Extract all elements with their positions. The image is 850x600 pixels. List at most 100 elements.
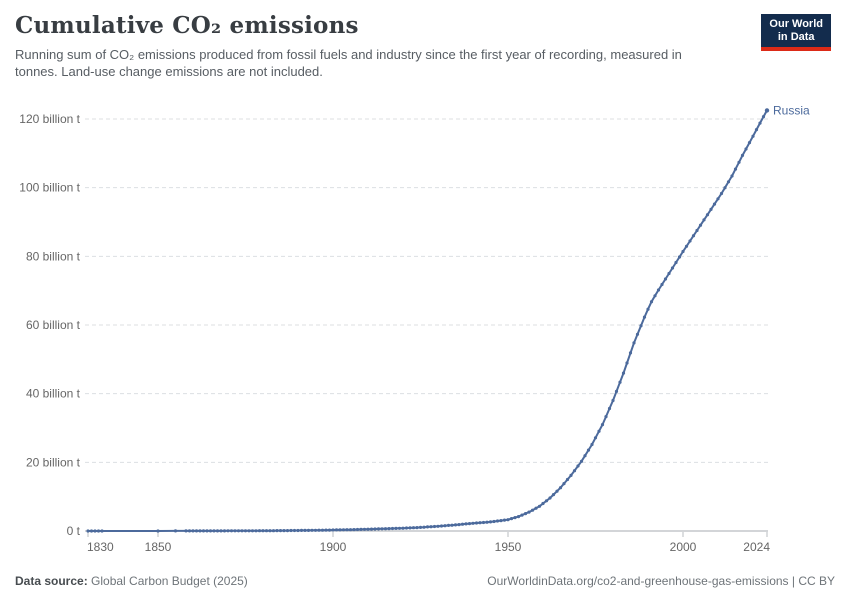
data-point[interactable] [408,526,412,530]
data-point[interactable] [513,516,517,520]
data-point[interactable] [709,207,713,211]
data-point[interactable] [243,529,248,533]
data-point[interactable] [366,527,370,531]
data-point[interactable] [562,482,566,486]
data-point[interactable] [387,527,391,531]
data-point[interactable] [219,529,223,533]
data-point[interactable] [516,515,521,519]
data-point[interactable] [359,527,363,532]
data-point[interactable] [754,128,759,132]
data-point[interactable] [523,511,528,516]
data-point[interactable] [334,528,339,532]
data-point[interactable] [593,436,598,440]
data-point[interactable] [453,523,458,527]
data-point[interactable] [726,180,731,184]
data-point[interactable] [268,529,272,533]
data-point[interactable] [345,528,349,532]
data-point[interactable] [670,266,675,270]
data-point[interactable] [324,528,328,532]
data-point[interactable] [296,528,300,533]
data-point[interactable] [271,529,276,533]
data-point[interactable] [642,315,647,319]
data-point[interactable] [534,506,538,510]
data-point[interactable] [191,529,195,533]
data-point[interactable] [691,234,696,238]
data-point[interactable] [541,501,545,506]
owid-logo[interactable]: Our World in Data [761,14,831,51]
data-point[interactable] [264,529,269,533]
data-point[interactable] [222,529,227,533]
data-point[interactable] [744,147,748,151]
data-point[interactable] [705,213,710,217]
data-point[interactable] [446,523,451,528]
data-point[interactable] [390,526,395,531]
data-point[interactable] [198,529,202,533]
data-point[interactable] [467,522,472,526]
data-point[interactable] [764,108,770,113]
data-point[interactable] [285,529,290,533]
data-point[interactable] [628,351,633,355]
data-point[interactable] [460,522,465,526]
data-point[interactable] [278,529,283,533]
data-point[interactable] [194,529,199,533]
data-point[interactable] [205,529,209,533]
data-point[interactable] [401,526,405,530]
data-point[interactable] [698,223,703,227]
data-point[interactable] [681,249,685,254]
data-point[interactable] [632,341,636,345]
data-point[interactable] [320,528,325,532]
data-point[interactable] [229,529,234,533]
data-point[interactable] [586,448,591,452]
data-point[interactable] [611,398,615,403]
data-point[interactable] [656,288,661,292]
data-point[interactable] [537,504,542,508]
data-point[interactable] [684,244,689,248]
data-point[interactable] [747,141,752,145]
series-group[interactable]: Russia [86,103,810,533]
data-point[interactable] [660,282,664,287]
data-point[interactable] [100,529,104,533]
data-point[interactable] [212,529,216,533]
data-point[interactable] [481,520,486,525]
data-point[interactable] [733,167,738,171]
data-point[interactable] [306,528,311,533]
data-point[interactable] [348,528,353,532]
data-point[interactable] [471,521,475,525]
data-point[interactable] [432,524,437,529]
data-point[interactable] [758,121,762,125]
data-point[interactable] [289,528,293,533]
data-point[interactable] [369,527,374,531]
data-point[interactable] [488,520,493,524]
data-point[interactable] [303,528,307,533]
data-point[interactable] [530,508,535,512]
data-point[interactable] [555,489,559,493]
data-point[interactable] [373,527,377,531]
data-point[interactable] [565,477,570,482]
data-point[interactable] [89,529,94,533]
data-point[interactable] [544,499,549,503]
data-point[interactable] [551,493,556,497]
data-point[interactable] [352,528,356,532]
series-line[interactable] [88,109,768,532]
data-point[interactable] [761,115,766,119]
data-point[interactable] [474,521,479,525]
data-point[interactable] [478,521,482,525]
data-point[interactable] [215,529,220,533]
data-point[interactable] [233,529,237,533]
data-point[interactable] [590,442,594,447]
data-point[interactable] [187,529,192,533]
data-point[interactable] [716,197,720,201]
data-point[interactable] [439,524,444,528]
data-point[interactable] [569,473,573,477]
data-point[interactable] [558,486,563,490]
data-point[interactable] [614,389,619,393]
data-point[interactable] [663,277,668,281]
data-point[interactable] [261,529,265,533]
data-point[interactable] [649,300,654,304]
data-point[interactable] [240,529,244,533]
entity-label[interactable]: Russia [773,103,810,117]
data-point[interactable] [646,307,650,311]
data-point[interactable] [275,529,279,533]
data-point[interactable] [292,528,297,533]
data-point[interactable] [422,525,426,529]
